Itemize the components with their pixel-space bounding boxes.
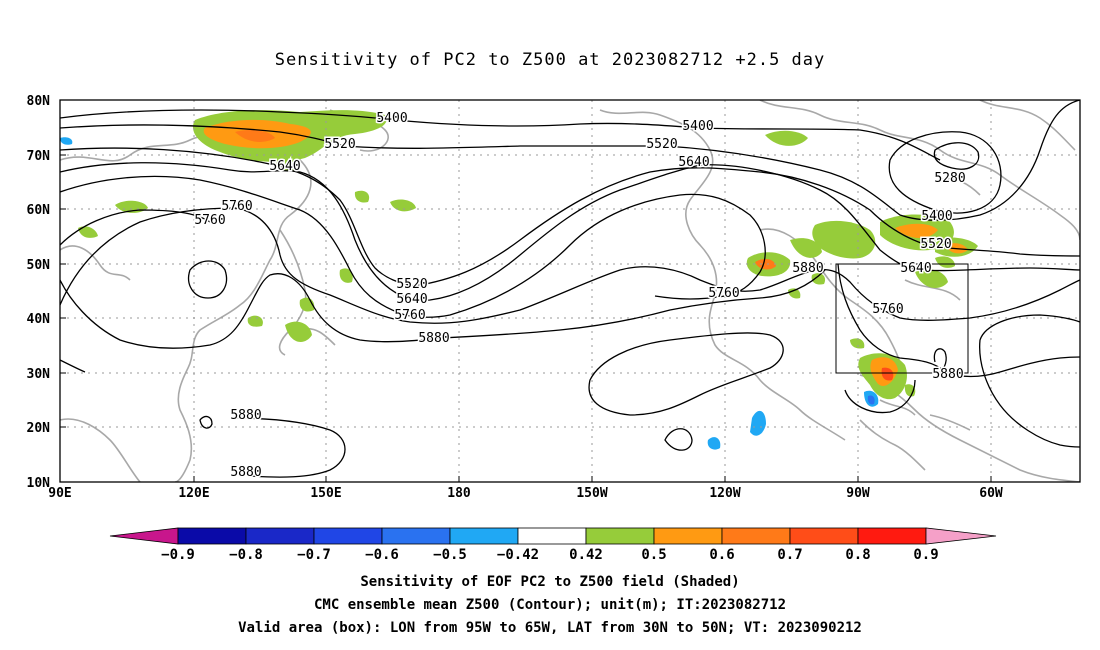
colorbar-tick-label: 0.5: [641, 547, 666, 563]
grid-lines: [60, 100, 1080, 482]
contour-label: 5400: [682, 119, 713, 134]
colorbar-high-triangle: [925, 527, 997, 545]
contour-label: 5640: [900, 261, 931, 276]
caption-valid-area: Valid area (box): LON from 95W to 65W, L…: [238, 620, 862, 636]
contour-labels: 5400552056405760576054005520564052805400…: [193, 110, 967, 482]
lat-label: 10N: [27, 476, 51, 491]
latitude-labels: 80N 70N 60N 50N 40N 30N 20N 10N: [27, 94, 51, 491]
longitude-labels: 90E 120E 150E 180 150W 120W 90W 60W: [48, 486, 1003, 501]
colorbar-swatch: [585, 527, 655, 545]
lon-label: 120W: [709, 486, 740, 501]
contour-label: 5400: [376, 111, 407, 126]
z500-contours: [60, 100, 1080, 478]
colorbar-swatch: [721, 527, 791, 545]
lat-label: 70N: [27, 149, 51, 164]
contour-label: 5880: [230, 465, 261, 480]
lat-label: 20N: [27, 421, 51, 436]
contour-label: 5880: [230, 408, 261, 423]
colorbar-tick-label: −0.7: [297, 547, 331, 563]
colorbar-swatch: [789, 527, 859, 545]
colorbar-tick-label: 0.8: [845, 547, 870, 563]
contour-label: 5520: [646, 137, 677, 152]
colorbar-labels: −0.9 −0.8 −0.7 −0.6 −0.5 −0.42 0.42 0.5 0.6 0.7 0.…: [161, 547, 939, 563]
lon-label: 180: [447, 486, 471, 501]
contour-label: 5520: [920, 237, 951, 252]
contour-label: 5880: [932, 367, 963, 382]
colorbar-swatch: [177, 527, 247, 545]
contour-label: 5760: [221, 199, 252, 214]
map-title: Sensitivity of PC2 to Z500 at 2023082712…: [274, 50, 826, 70]
valid-area-box: [835, 263, 969, 374]
colorbar-swatch: [653, 527, 723, 545]
lat-label: 50N: [27, 258, 51, 273]
colorbar: [109, 527, 997, 545]
contour-label: 5760: [394, 308, 425, 323]
contour-label: 5760: [708, 286, 739, 301]
colorbar-tick-label: −0.9: [161, 547, 195, 563]
colorbar-tick-label: 0.6: [709, 547, 734, 563]
colorbar-tick-label: −0.8: [229, 547, 263, 563]
contour-label: 5880: [792, 261, 823, 276]
lon-label: 60W: [979, 486, 1003, 501]
colorbar-swatch: [313, 527, 383, 545]
sensitivity-shading: [60, 110, 978, 450]
lon-label: 120E: [178, 486, 209, 501]
plot-frame: [59, 99, 1081, 483]
contour-label: 5640: [269, 159, 300, 174]
axis-ticks: [60, 99, 992, 482]
lat-label: 40N: [27, 312, 51, 327]
colorbar-tick-label: 0.42: [569, 547, 603, 563]
lat-label: 30N: [27, 367, 51, 382]
contour-label: 5400: [921, 209, 952, 224]
plot-area: [60, 100, 1080, 482]
colorbar-swatch: [517, 527, 587, 545]
contour-label: 5760: [194, 213, 225, 228]
lon-label: 150W: [576, 486, 607, 501]
colorbar-swatch: [245, 527, 315, 545]
contour-label: 5640: [678, 155, 709, 170]
colorbar-tick-label: −0.6: [365, 547, 399, 563]
contour-label: 5280: [934, 171, 965, 186]
lon-label: 150E: [310, 486, 341, 501]
caption-contour: CMC ensemble mean Z500 (Contour); unit(m…: [313, 597, 786, 613]
contour-label: 5880: [418, 331, 449, 346]
lon-label: 90E: [48, 486, 71, 501]
contour-label: 5640: [396, 292, 427, 307]
contour-label: 5520: [396, 277, 427, 292]
colorbar-tick-label: −0.5: [433, 547, 467, 563]
colorbar-tick-label: 0.7: [777, 547, 802, 563]
contour-label: 5520: [324, 137, 355, 152]
colorbar-swatch: [381, 527, 451, 545]
colorbar-tick-label: −0.42: [497, 547, 539, 563]
lon-label: 90W: [846, 486, 870, 501]
lat-label: 80N: [27, 94, 51, 109]
contour-label: 5760: [872, 302, 903, 317]
colorbar-swatch: [449, 527, 519, 545]
caption-shading: Sensitivity of EOF PC2 to Z500 field (Sh…: [360, 574, 740, 590]
colorbar-tick-label: 0.9: [913, 547, 938, 563]
colorbar-swatch: [857, 527, 927, 545]
lat-label: 60N: [27, 203, 51, 218]
colorbar-low-triangle: [109, 527, 179, 545]
